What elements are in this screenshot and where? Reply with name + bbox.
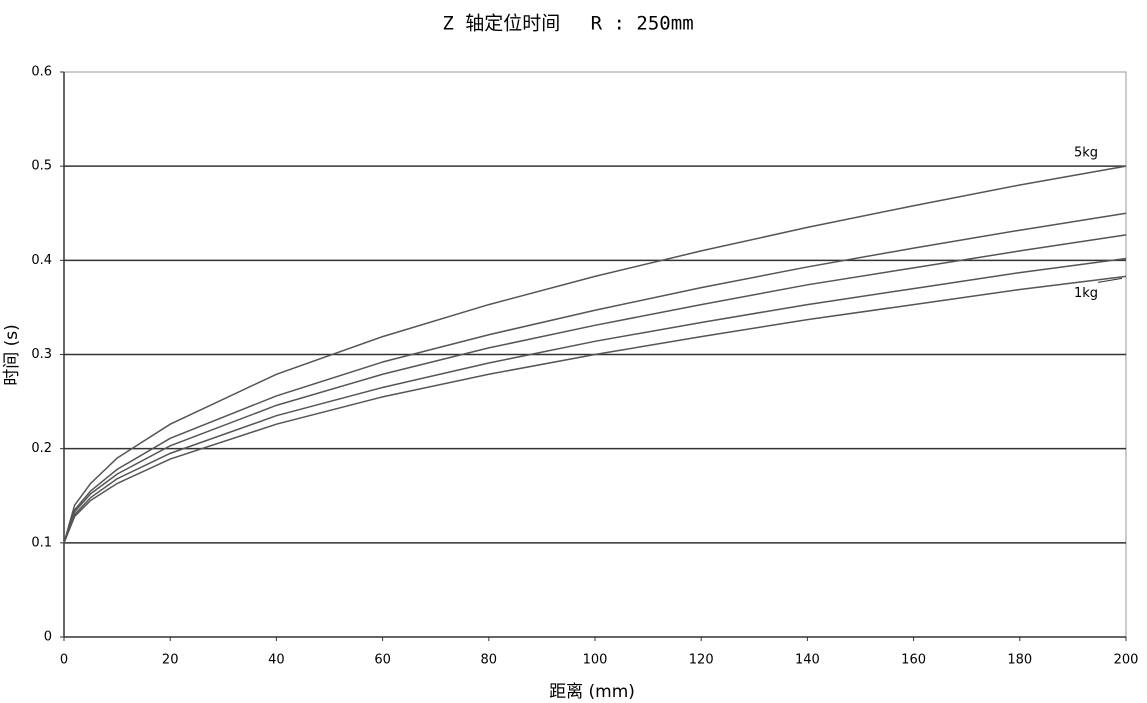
x-tick-label: 160 [901,653,926,668]
y-tick-label: 0.6 [31,65,52,80]
y-tick-label: 0.4 [31,253,52,268]
x-tick-label: 0 [60,653,68,668]
series-label: 5kg [1074,146,1098,161]
x-axis-title: 距离 (mm) [549,682,635,702]
x-tick-label: 40 [268,653,285,668]
series-line [63,212,1127,544]
y-tick-label: 0.5 [31,159,52,174]
y-tick-label: 0.1 [31,535,52,550]
y-axis-title: 时间 (s) [2,324,22,386]
x-tick-label: 200 [1114,653,1139,668]
series-line [63,275,1127,544]
series-line [63,234,1127,544]
x-tick-label: 120 [689,653,714,668]
x-tick-label: 20 [162,653,179,668]
x-tick-label: 100 [583,653,608,668]
y-tick-label: 0.3 [31,347,52,362]
label-leader [1097,277,1123,283]
x-tick-label: 140 [795,653,820,668]
x-tick-label: 60 [374,653,391,668]
y-tick-label: 0.2 [31,441,52,456]
chart-title: Z 轴定位时间 R : 250mm [442,13,693,35]
series-line [63,257,1127,544]
x-tick-label: 80 [481,653,498,668]
x-tick-label: 180 [1007,653,1032,668]
series-line [63,165,1127,544]
y-tick-label: 0 [44,630,52,645]
series-label: 1kg [1074,286,1098,301]
